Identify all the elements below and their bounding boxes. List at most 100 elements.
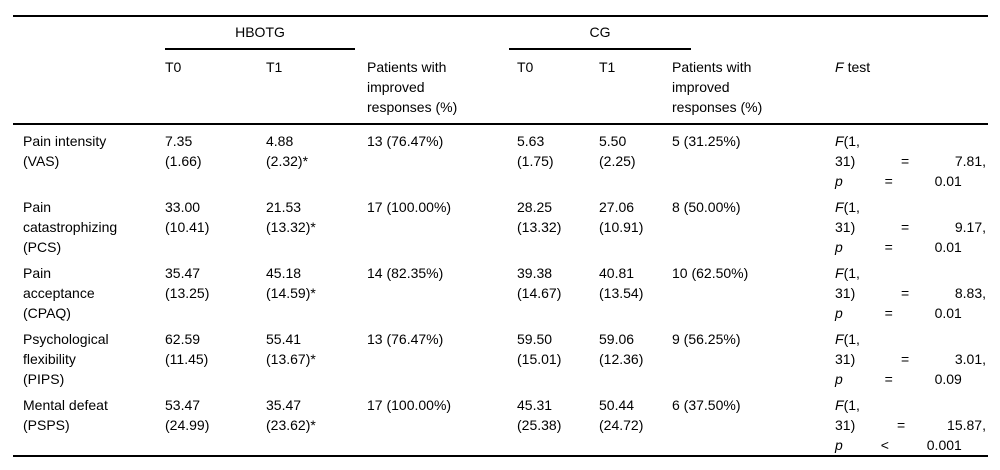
mean-value: 7.35 (165, 133, 193, 149)
header-spacer (365, 16, 515, 50)
improved-count: 8 (50.00%) (672, 199, 741, 215)
cg-t1-cell: 27.06 (10.91) (597, 191, 670, 257)
improved-count: 14 (82.35%) (367, 265, 444, 281)
f-equals: = (900, 285, 910, 301)
ftest-line-1: F(1, (835, 263, 986, 283)
improved-count: 17 (100.00%) (367, 199, 452, 215)
mean-value: 28.25 (517, 199, 553, 215)
improved-header-line: improved (367, 79, 425, 95)
mean-value: 39.38 (517, 265, 553, 281)
mean-value: 33.00 (165, 199, 201, 215)
outcome-label-line: (CPAQ) (23, 305, 71, 321)
sd-value: (10.91) (599, 219, 644, 235)
f-df-open: (1, (843, 331, 860, 347)
f-symbol: F (835, 59, 844, 75)
f-symbol: F (835, 199, 844, 215)
p-value: 0.09 (934, 371, 962, 387)
hbotg-improved-cell: 17 (100.00%) (365, 191, 515, 257)
p-value: 0.01 (934, 305, 962, 321)
outcome-label-line: acceptance (23, 285, 95, 301)
ftest-cell: F(1, 31) = 9.17, p = 0.01 (833, 191, 988, 257)
f-symbol: F (835, 397, 844, 413)
outcome-label-line: Pain (23, 265, 52, 281)
f-df-open: (1, (843, 133, 860, 149)
f-value: 3.01, (954, 351, 986, 367)
cg-t0-cell: 45.31 (25.38) (515, 389, 597, 456)
p-operator: = (884, 173, 893, 189)
mean-value: 59.50 (517, 331, 553, 347)
improved-count: 13 (76.47%) (367, 133, 444, 149)
improved-count: 6 (37.50%) (672, 397, 741, 413)
hbotg-t0-cell: 53.47 (24.99) (163, 389, 264, 456)
mean-value: 35.47 (266, 397, 302, 413)
table-row: Pain intensity (VAS) 7.35 (1.66) 4.88 (2… (13, 124, 988, 191)
sd-value: (23.62)* (266, 417, 316, 433)
ftest-cell: F(1, 31) = 15.87, p < 0.001 (833, 389, 988, 456)
ftest-line-3: p < 0.001 (835, 435, 962, 455)
hbotg-group-label: HBOTG (165, 22, 355, 50)
outcome-label-line: Mental defeat (23, 397, 108, 413)
mean-value: 4.88 (266, 133, 294, 149)
cg-improved-cell: 9 (56.25%) (670, 323, 833, 389)
mean-value: 62.59 (165, 331, 201, 347)
outcome-cell: Pain catastrophizing (PCS) (13, 191, 163, 257)
improved-header-line: Patients with (367, 59, 447, 75)
sd-value: (13.32) (517, 219, 562, 235)
cg-group-header: CG (509, 16, 691, 50)
mean-value: 50.44 (599, 397, 635, 413)
outcome-label-line: flexibility (23, 351, 76, 367)
f-equals: = (900, 153, 910, 169)
p-value: 0.001 (926, 437, 962, 453)
sd-value: (24.72) (599, 417, 644, 433)
cg-improved-header: Patients with improved responses (%) (670, 50, 833, 125)
cg-t0-header: T0 (515, 50, 597, 125)
p-symbol: p (835, 239, 843, 255)
mean-value: 27.06 (599, 199, 635, 215)
f-equals: = (897, 417, 906, 433)
header-spacer (13, 16, 163, 50)
column-header-row: T0 T1 Patients with improved responses (… (13, 50, 988, 125)
sd-value: (13.67)* (266, 351, 316, 367)
mean-value: 45.31 (517, 397, 553, 413)
hbotg-t0-cell: 33.00 (10.41) (163, 191, 264, 257)
sd-value: (2.32)* (266, 153, 309, 169)
p-operator: = (884, 305, 893, 321)
improved-header-line: Patients with (672, 59, 752, 75)
hbotg-improved-cell: 14 (82.35%) (365, 257, 515, 323)
p-symbol: p (835, 305, 843, 321)
p-value: 0.01 (934, 239, 962, 255)
hbotg-t1-header: T1 (264, 50, 365, 125)
cg-improved-cell: 10 (62.50%) (670, 257, 833, 323)
ftest-line-2: 31) = 7.81, (835, 151, 986, 171)
cg-group-label: CG (509, 22, 691, 50)
sd-value: (1.75) (517, 153, 554, 169)
hbotg-improved-cell: 17 (100.00%) (365, 389, 515, 456)
mean-value: 5.50 (599, 133, 627, 149)
ftest-line-1: F(1, (835, 329, 986, 349)
p-symbol: p (835, 173, 843, 189)
f-df-close: 31) (835, 153, 856, 169)
outcome-label-line: (PSPS) (23, 417, 70, 433)
ftest-line-3: p = 0.01 (835, 171, 962, 191)
p-value: 0.01 (934, 173, 962, 189)
table-body: Pain intensity (VAS) 7.35 (1.66) 4.88 (2… (13, 124, 988, 456)
f-value: 9.17, (954, 219, 986, 235)
ftest-line-3: p = 0.01 (835, 303, 962, 323)
f-df-close: 31) (835, 285, 856, 301)
ftest-line-2: 31) = 15.87, (835, 415, 986, 435)
f-symbol: F (835, 265, 844, 281)
results-table-container: HBOTG CG T0 T1 Patients with improved re… (13, 15, 988, 457)
f-df-close: 31) (835, 219, 856, 235)
cg-t0-cell: 59.50 (15.01) (515, 323, 597, 389)
cg-t1-cell: 5.50 (2.25) (597, 124, 670, 191)
f-equals: = (900, 219, 910, 235)
cg-t1-cell: 40.81 (13.54) (597, 257, 670, 323)
outcome-label-line: Pain intensity (23, 133, 107, 149)
hbotg-t0-cell: 7.35 (1.66) (163, 124, 264, 191)
cg-t0-cell: 5.63 (1.75) (515, 124, 597, 191)
p-symbol: p (835, 371, 843, 387)
table-row: Mental defeat (PSPS) 53.47 (24.99) 35.47… (13, 389, 988, 456)
outcome-cell: Pain intensity (VAS) (13, 124, 163, 191)
outcome-label-line: (PIPS) (23, 371, 65, 387)
